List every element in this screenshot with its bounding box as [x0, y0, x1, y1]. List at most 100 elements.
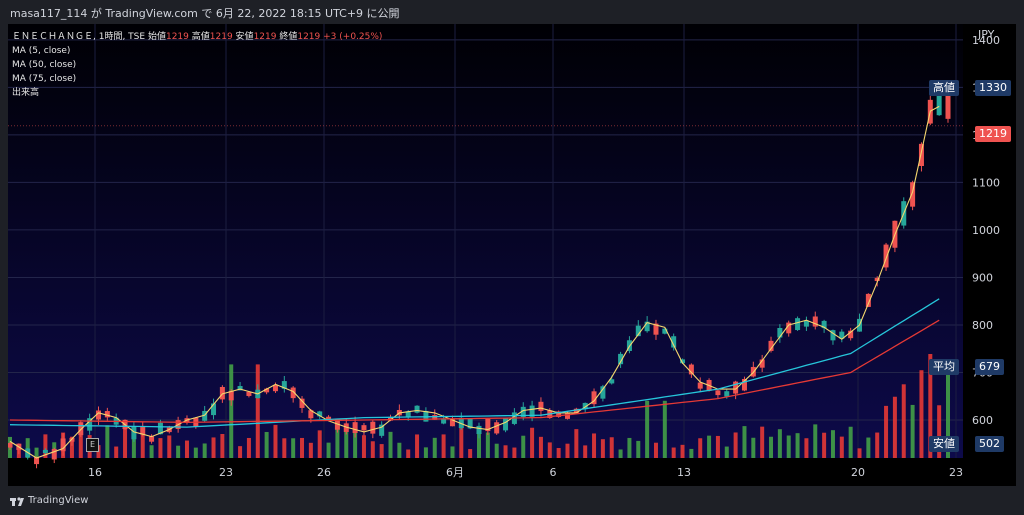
currency-label: JPY	[977, 28, 995, 41]
volume-bar	[689, 448, 694, 458]
candle-body	[733, 381, 739, 394]
volume-bar	[105, 425, 110, 458]
candle-body	[414, 405, 420, 413]
candle-body	[458, 417, 464, 429]
candle-body	[211, 403, 217, 416]
volume-bar	[397, 442, 402, 458]
candle-body	[60, 438, 66, 452]
volume-bar	[592, 433, 597, 458]
candle-body	[865, 293, 871, 307]
candle-body	[768, 340, 774, 351]
ma5-line	[9, 105, 940, 459]
candle-body	[228, 390, 234, 401]
volume-bar	[176, 445, 181, 458]
volume-bar	[733, 432, 738, 458]
candle-body	[777, 327, 783, 338]
candle-body	[494, 422, 500, 434]
y-tick-label: 800	[972, 319, 993, 332]
volume-bar	[406, 449, 411, 458]
candle-body	[945, 89, 951, 119]
legend-ma75[interactable]: MA (75, close)	[12, 74, 77, 84]
x-tick-label: 23	[219, 466, 233, 479]
candle-body	[264, 388, 270, 393]
candle-body	[724, 391, 730, 397]
volume-bar	[892, 396, 897, 458]
legend-volume[interactable]: 出来高	[12, 88, 40, 98]
volume-bar	[742, 426, 747, 458]
volume-bar	[123, 424, 128, 458]
legend-open-label: 始値	[147, 32, 166, 42]
low-price-tag: 502	[975, 436, 1004, 452]
volume-bar	[379, 444, 384, 458]
candle-body	[405, 411, 411, 417]
y-tick-label: 1400	[972, 34, 1000, 47]
price-chart[interactable]: 60070080090010001100120013001400JPY16232…	[8, 24, 1016, 486]
candle-body	[635, 325, 641, 337]
volume-bar	[538, 436, 543, 458]
x-tick-label: 20	[851, 466, 865, 479]
volume-bar	[388, 431, 393, 458]
volume-bar	[308, 442, 313, 458]
legend-symbol[interactable]: ＥＮＥＣＨＡＮＧＥ, 1時間, TSE	[12, 32, 146, 42]
volume-bar	[114, 446, 119, 458]
volume-bar	[238, 446, 243, 458]
candle-body	[812, 316, 818, 327]
legend-ma50[interactable]: MA (50, close)	[12, 60, 77, 70]
volume-bar	[503, 445, 508, 458]
volume-bar	[618, 449, 623, 458]
volume-bar	[415, 434, 420, 458]
volume-bar	[698, 438, 703, 458]
volume-bar	[211, 437, 216, 458]
volume-bar	[627, 437, 632, 458]
y-tick-label: 900	[972, 271, 993, 284]
avg-price-tag: 679	[975, 359, 1004, 375]
candle-body	[246, 391, 252, 396]
volume-bar	[78, 432, 83, 458]
legend-high-label: 高値	[191, 32, 210, 42]
volume-bar	[521, 435, 526, 458]
volume-bar	[167, 435, 172, 458]
volume-bar	[273, 424, 278, 458]
candle-body	[149, 436, 155, 442]
x-tick-label: 6	[550, 466, 557, 479]
high-price-tag: 1330	[975, 80, 1011, 96]
high-label-tag: 高値	[929, 80, 959, 96]
candle-body	[741, 379, 747, 391]
publisher-text: masa117_114 が TradingView.com で 6月 22, 2…	[10, 7, 400, 20]
last-price-tag: 1219	[975, 126, 1011, 142]
volume-bar	[910, 404, 915, 458]
x-tick-label: 16	[88, 466, 102, 479]
tradingview-brand[interactable]: TradingView	[10, 495, 88, 506]
low-label-tag: 安値	[929, 436, 959, 452]
volume-bar	[565, 443, 570, 458]
candle-body	[157, 422, 163, 435]
tradingview-brand-text: TradingView	[28, 495, 89, 506]
legend-low-label: 安値	[235, 32, 254, 42]
volume-bar	[884, 405, 889, 458]
volume-bar	[69, 436, 74, 458]
candle-body	[95, 410, 101, 420]
ma50-line	[9, 298, 940, 428]
volume-bar	[760, 426, 765, 458]
earnings-event-marker[interactable]: E	[86, 438, 99, 452]
candle-body	[520, 406, 526, 418]
volume-bar	[220, 434, 225, 458]
candle-body	[69, 437, 75, 442]
volume-bar	[255, 364, 260, 458]
candle-body	[485, 418, 491, 432]
volume-bar	[857, 448, 862, 458]
volume-bar	[43, 434, 48, 458]
volume-bar	[202, 443, 207, 458]
volume-bar	[450, 446, 455, 458]
volume-bar	[229, 364, 234, 458]
candle-body	[34, 457, 40, 465]
candle-body	[503, 417, 509, 431]
price-axis-area	[963, 24, 1016, 486]
y-tick-label: 600	[972, 414, 993, 427]
volume-bar	[662, 400, 667, 458]
legend-ma5[interactable]: MA (5, close)	[12, 46, 71, 56]
tradingview-logo-icon	[10, 496, 24, 506]
candle-body	[87, 418, 93, 431]
candle-body	[874, 277, 880, 281]
plot-area	[8, 24, 963, 458]
